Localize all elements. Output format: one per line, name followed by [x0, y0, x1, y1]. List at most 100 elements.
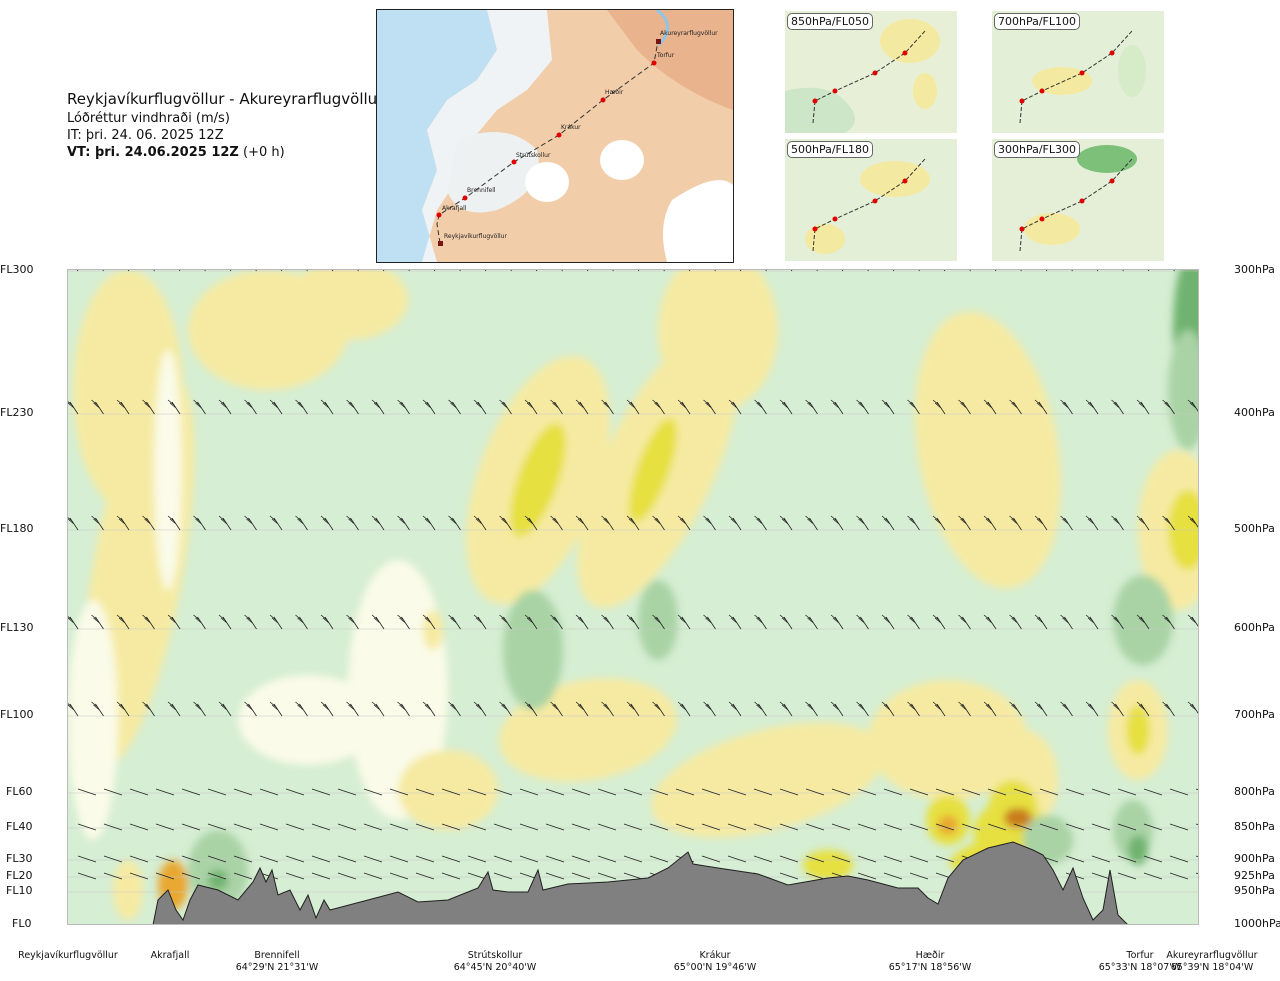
wind-barb — [1187, 701, 1198, 714]
wind-barb — [441, 788, 461, 796]
field-contour — [651, 722, 885, 838]
wind-barb — [1187, 399, 1198, 412]
wind-barb — [129, 788, 149, 796]
station-label: Strútskollur 64°45'N 20°40'W — [435, 950, 555, 974]
level-map-label: 700hPa/FL100 — [994, 13, 1081, 30]
flight-level-label: FL60 — [6, 785, 33, 798]
wind-barb — [155, 823, 175, 831]
station-name: Krákur — [699, 950, 731, 961]
field-contour — [1168, 330, 1198, 450]
wind-barb — [1009, 399, 1022, 415]
route-map-graphic: Akureyrarflugvöllur Torfur Hæðir Krákur … — [377, 10, 733, 262]
level-map-850[interactable]: 850hPa/FL050 — [785, 11, 957, 133]
wind-barb — [311, 855, 331, 863]
field-contour — [238, 675, 378, 765]
wind-barb — [233, 788, 253, 796]
wind-barb — [675, 788, 695, 796]
wind-barb — [881, 614, 895, 630]
wind-barb — [499, 701, 512, 717]
wind-barb — [701, 823, 721, 831]
station-coordinate: 65°17'N 18°56'W — [888, 962, 972, 973]
wind-barb — [167, 399, 181, 415]
wind-barb — [805, 823, 825, 831]
wind-barb — [448, 701, 461, 717]
wind-barb — [397, 399, 410, 415]
wind-barb — [91, 701, 104, 717]
wind-barb — [1136, 701, 1150, 717]
wind-barb — [295, 399, 308, 415]
station-coordinate: 65°39'N 18°04'W — [1170, 962, 1254, 973]
wind-barb — [703, 701, 716, 717]
wind-barb — [1009, 614, 1022, 630]
wind-barb — [881, 701, 895, 717]
wind-barb — [233, 855, 253, 863]
wind-barb — [652, 614, 665, 630]
wind-barb — [389, 823, 409, 831]
wind-barb — [499, 515, 512, 531]
wind-barb — [285, 855, 305, 863]
wind-barb — [545, 872, 565, 880]
flight-level-label: FL230 — [0, 406, 34, 419]
wind-barb — [1034, 399, 1048, 415]
wind-barb — [389, 872, 409, 880]
wind-barb — [155, 788, 175, 796]
wind-barb — [473, 701, 487, 717]
wind-barb — [269, 399, 283, 415]
field-contour — [503, 590, 563, 710]
flight-level-label: FL100 — [0, 708, 34, 721]
wind-barb — [218, 399, 232, 415]
wind-barb — [1039, 823, 1059, 831]
wind-barb — [116, 515, 130, 531]
wind-barb — [1111, 515, 1124, 531]
wind-barb — [91, 515, 104, 531]
wind-barb — [233, 872, 253, 880]
wind-barb — [218, 515, 232, 531]
wind-barb — [167, 614, 181, 630]
wind-barb — [675, 823, 695, 831]
cross-section-plot — [68, 270, 1198, 924]
wind-barb — [1187, 614, 1198, 627]
level-map-300[interactable]: 300hPa/FL300 — [992, 139, 1164, 261]
wind-barb — [363, 855, 383, 863]
wind-barb — [295, 701, 308, 717]
wind-barb — [311, 823, 331, 831]
issue-time: IT: þri. 24. 06. 2025 12Z — [67, 128, 224, 143]
wind-barb — [524, 701, 538, 717]
level-map-500[interactable]: 500hPa/FL180 — [785, 139, 957, 261]
wind-barb — [545, 823, 565, 831]
flight-level-label: FL300 — [0, 263, 34, 276]
wind-barb — [753, 823, 773, 831]
pressure-level-label: 500hPa — [1234, 522, 1275, 535]
wind-barb — [961, 823, 981, 831]
wind-barb — [1162, 614, 1175, 630]
wind-barb — [337, 872, 357, 880]
station-name: Reykjavíkurflugvöllur — [18, 950, 118, 961]
wind-barb — [1060, 701, 1073, 717]
pressure-level-label: 300hPa — [1234, 263, 1275, 276]
wind-barb — [856, 399, 869, 415]
level-map-graphic — [992, 139, 1164, 261]
station-label: Brennifell 64°29'N 21°31'W — [217, 950, 337, 974]
wind-barb — [207, 823, 227, 831]
wind-barb — [1143, 788, 1163, 796]
level-map-700[interactable]: 700hPa/FL100 — [992, 11, 1164, 133]
wind-barb — [116, 701, 130, 717]
wind-barb — [1111, 399, 1124, 415]
wind-barb — [728, 515, 742, 531]
wind-barb — [285, 872, 305, 880]
wind-barb — [363, 788, 383, 796]
wind-barb — [1169, 788, 1189, 796]
wind-barb — [346, 515, 359, 531]
wind-barb — [649, 855, 669, 863]
wind-barb — [129, 872, 149, 880]
field-contour — [348, 560, 448, 820]
wind-barb — [779, 788, 799, 796]
wind-barb — [1060, 614, 1073, 630]
wind-barb — [371, 614, 385, 630]
field-contour — [938, 815, 958, 835]
wind-barb — [779, 855, 799, 863]
wind-barb — [467, 788, 487, 796]
page-title: Reykjavíkurflugvöllur - Akureyrarflugvöl… — [67, 90, 384, 108]
wind-barb — [346, 614, 359, 630]
wind-barb — [1136, 614, 1150, 630]
